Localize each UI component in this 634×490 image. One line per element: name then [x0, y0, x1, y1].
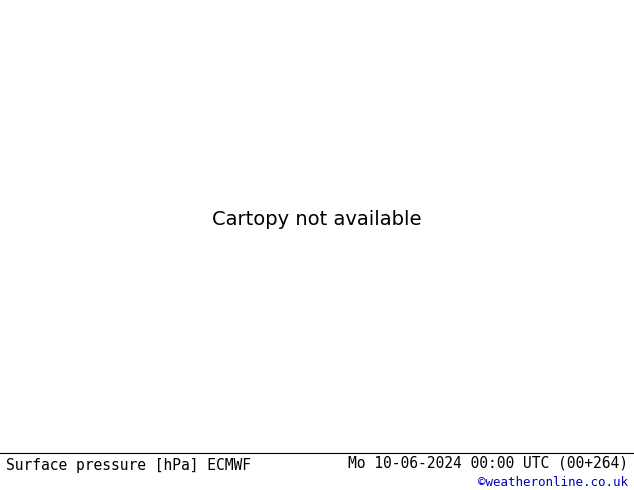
Text: ©weatheronline.co.uk: ©weatheronline.co.uk — [477, 476, 628, 489]
Text: Cartopy not available: Cartopy not available — [212, 210, 422, 229]
Text: Mo 10-06-2024 00:00 UTC (00+264): Mo 10-06-2024 00:00 UTC (00+264) — [347, 455, 628, 470]
Text: Surface pressure [hPa] ECMWF: Surface pressure [hPa] ECMWF — [6, 458, 251, 473]
